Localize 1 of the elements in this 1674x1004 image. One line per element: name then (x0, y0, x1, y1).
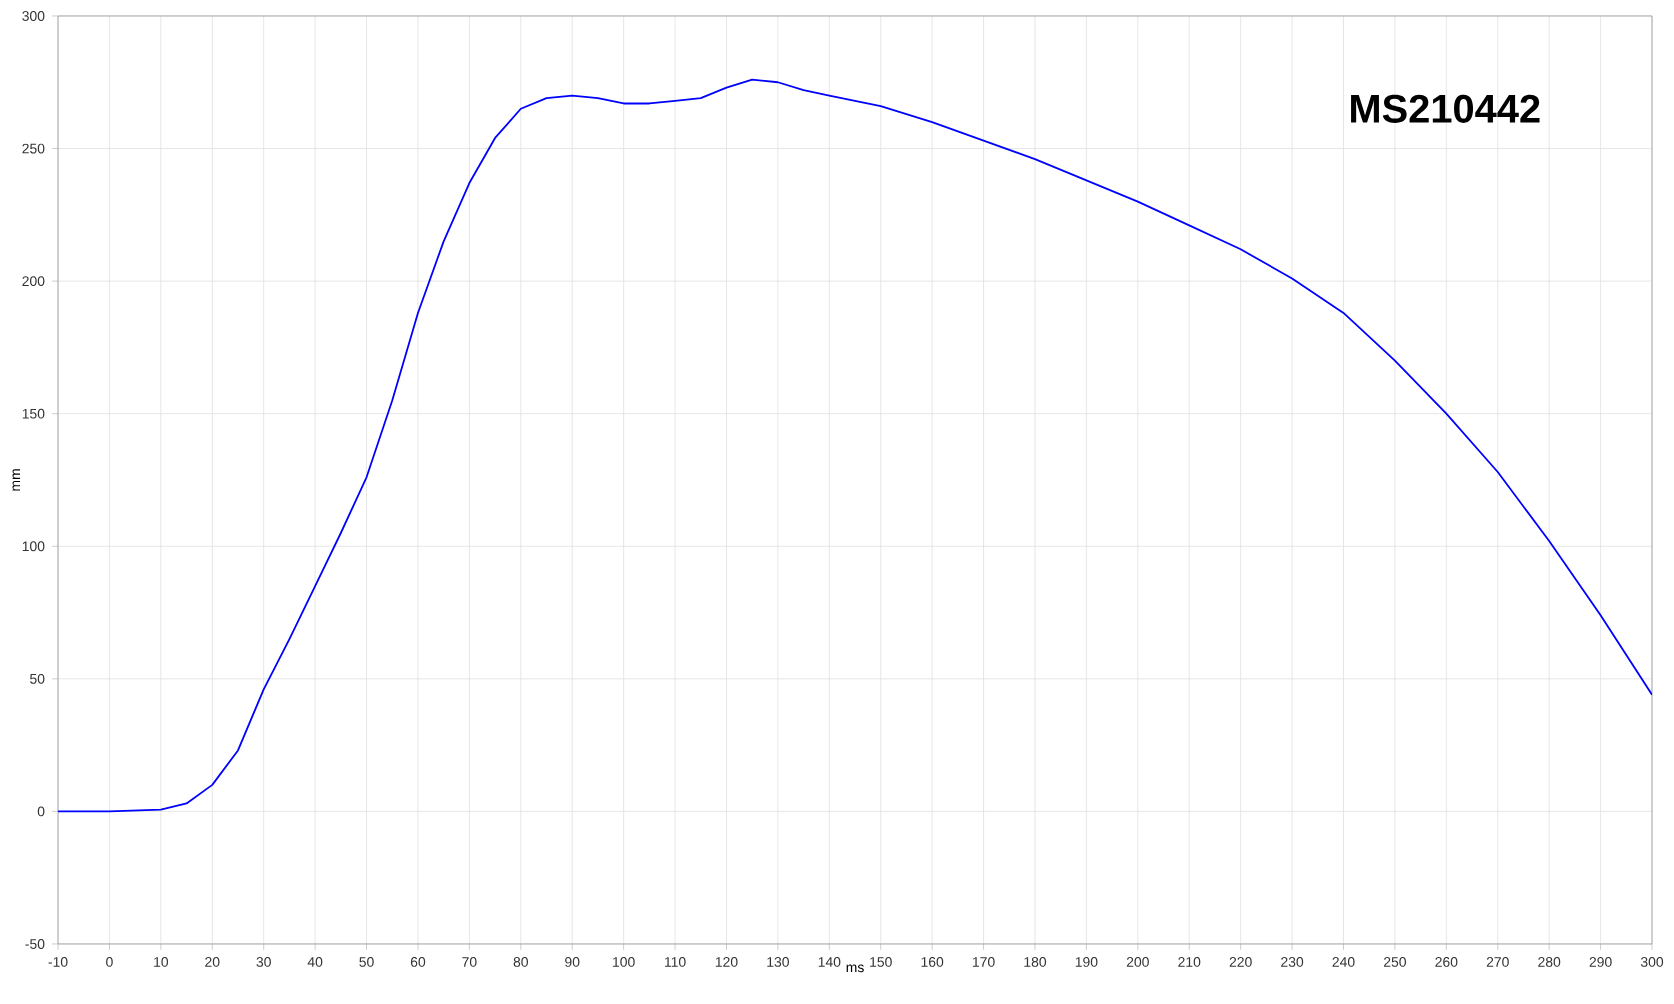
annotation: MS210442 (1351, 94, 1540, 123)
